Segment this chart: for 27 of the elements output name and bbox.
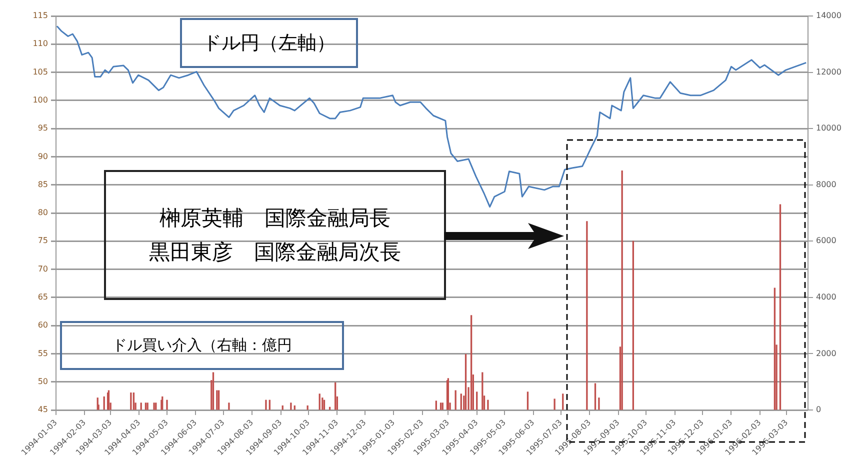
y2-tick-label: 8000 xyxy=(816,180,836,189)
y-tick-label: 85 xyxy=(38,180,48,189)
y-tick-label: 70 xyxy=(38,264,48,274)
y2-tick-label: 6000 xyxy=(816,236,836,246)
y-tick-label: 45 xyxy=(38,405,48,414)
y2-tick-label: 14000 xyxy=(816,11,842,20)
y-tick-label: 55 xyxy=(38,348,48,358)
y2-tick-label: 12000 xyxy=(816,67,842,76)
y-tick-label: 80 xyxy=(38,208,48,218)
y2-tick-label: 0 xyxy=(816,405,822,414)
y-tick-label: 75 xyxy=(38,236,48,246)
y2-tick-label: 2000 xyxy=(816,348,836,358)
series-label: ドル買い介入（右軸：億円 xyxy=(60,321,344,370)
annotation: 榊原英輔 国際金融局長 xyxy=(160,205,390,232)
annotation: 黒田東彦 国際金融局次長 xyxy=(149,239,401,266)
y2-tick-label: 10000 xyxy=(816,124,842,133)
y-tick-label: 110 xyxy=(32,39,48,48)
y-tick-label: 90 xyxy=(38,152,48,161)
y-tick-label: 60 xyxy=(38,320,48,330)
y-tick-label: 115 xyxy=(32,11,48,20)
y-tick-label: 95 xyxy=(38,124,48,133)
y-tick-label: 100 xyxy=(32,96,48,105)
series-label: ドル円（左軸） xyxy=(180,18,358,68)
y-tick-label: 65 xyxy=(38,292,48,302)
y2-tick-label: 4000 xyxy=(816,292,836,302)
y-tick-label: 50 xyxy=(38,376,48,386)
y-tick-label: 105 xyxy=(32,67,48,76)
